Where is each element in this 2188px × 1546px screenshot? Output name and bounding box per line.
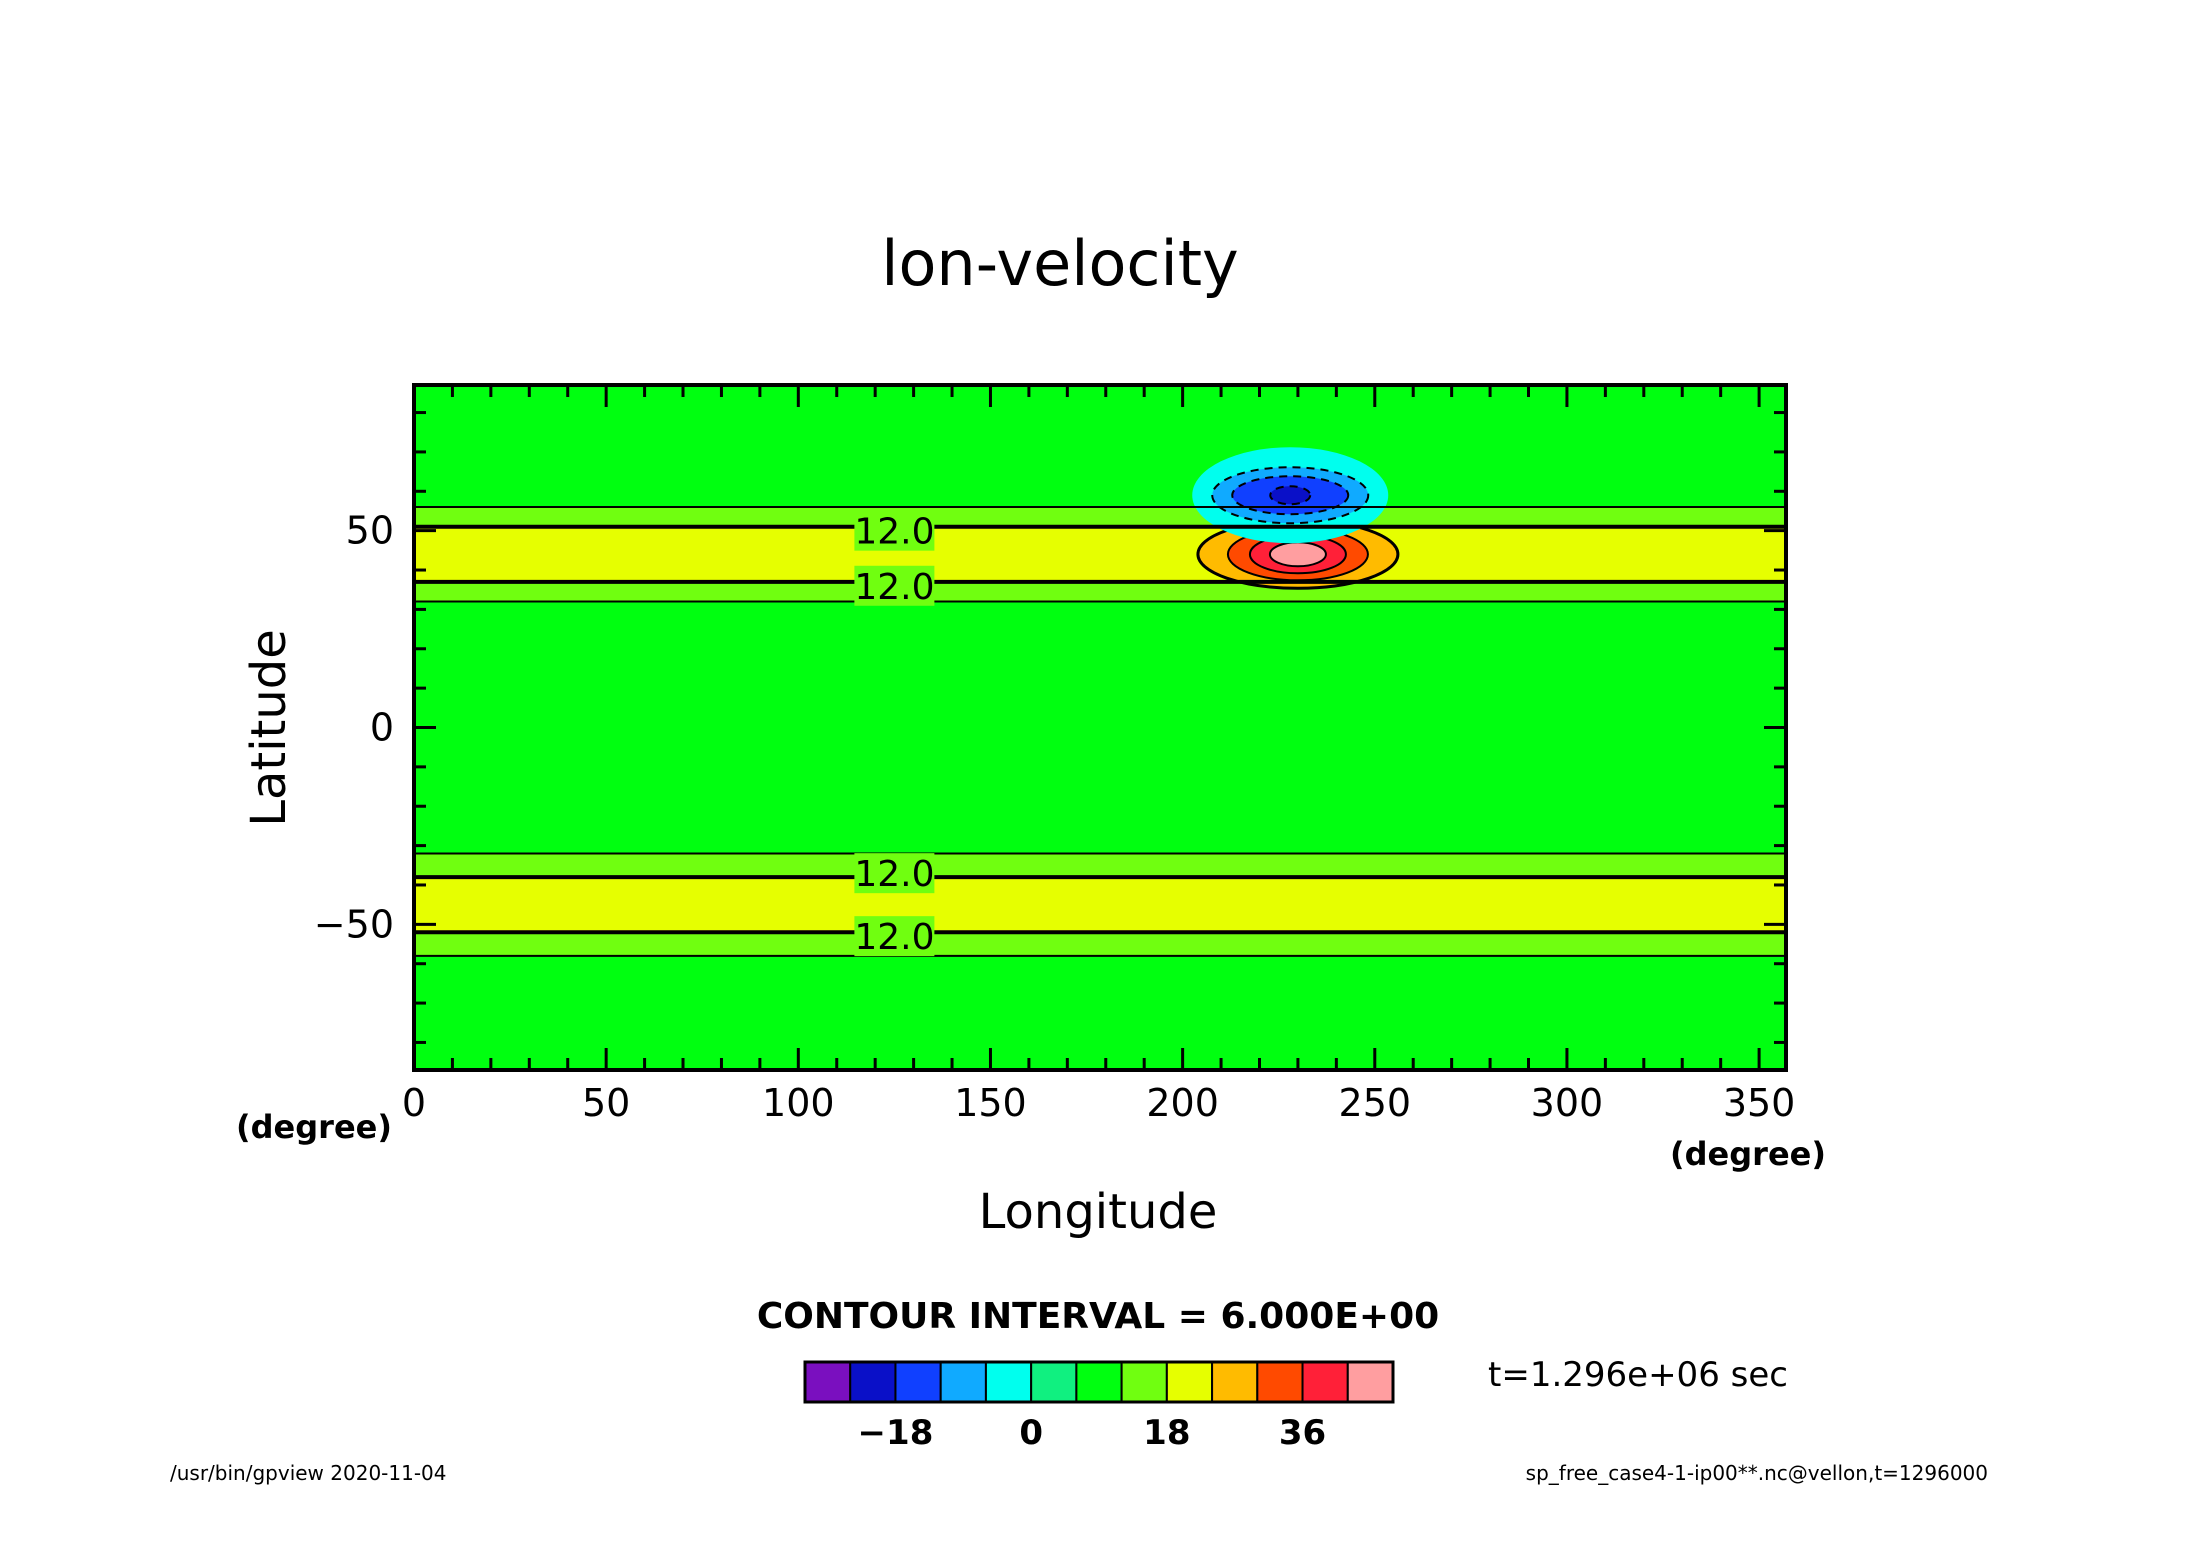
contour-interval: CONTOUR INTERVAL = 6.000E+00 xyxy=(757,1296,1439,1337)
colorbar-tick-label: 18 xyxy=(1143,1413,1190,1453)
field: 12.0 12.0 12.0 12.0 xyxy=(414,385,1786,1070)
colorbar-cell xyxy=(939,1361,987,1403)
footer-left: /usr/bin/gpview 2020-11-04 xyxy=(170,1461,447,1485)
contour-label: 12.0 xyxy=(854,854,934,895)
y-unit-label: (degree) xyxy=(236,1108,392,1146)
contour-label-bg xyxy=(854,510,935,551)
maximum-contour-3 xyxy=(1268,541,1327,568)
colorbar-cell xyxy=(1211,1361,1259,1403)
colorbar-cell xyxy=(1301,1361,1349,1403)
x-tick-label: 0 xyxy=(402,1081,426,1125)
colorbar-cell xyxy=(984,1361,1033,1403)
x-tick-label: 100 xyxy=(762,1081,835,1125)
y-axis: 50 0 −50 xyxy=(314,411,1786,1044)
x-tick-label: 300 xyxy=(1531,1081,1604,1125)
colorbar-tick-label: −18 xyxy=(858,1413,934,1453)
y-tick-label: 0 xyxy=(370,706,394,750)
y-tick-label: −50 xyxy=(314,902,394,946)
x-tick-label: 200 xyxy=(1146,1081,1219,1125)
colorbar-tick-label: 0 xyxy=(1019,1413,1043,1453)
x-tick-label: 350 xyxy=(1723,1081,1796,1125)
plot-area: 12.0 12.0 12.0 12.0 xyxy=(412,383,1788,1072)
field-band-1 xyxy=(414,507,1786,527)
colorbar-cell xyxy=(1346,1361,1395,1403)
colorbar-cell xyxy=(1120,1361,1168,1403)
field-band-7 xyxy=(414,932,1786,956)
colorbar-cell xyxy=(1165,1361,1214,1403)
colorbar-cell xyxy=(1030,1361,1078,1403)
x-tick-label: 150 xyxy=(954,1081,1027,1125)
field-band-2 xyxy=(414,526,1786,582)
field-band-4 xyxy=(414,601,1786,854)
field-band-6 xyxy=(414,877,1786,933)
x-tick-label: 250 xyxy=(1339,1081,1412,1125)
colorbar-cell xyxy=(1256,1361,1304,1403)
field-band-8 xyxy=(414,955,1786,1070)
x-axis-label: Longitude xyxy=(979,1184,1218,1240)
y-tick-label: 50 xyxy=(346,509,394,553)
x-unit-label: (degree) xyxy=(1670,1135,1826,1173)
colorbar: −18 0 18 36 xyxy=(803,1360,1395,1453)
contour-label-bg xyxy=(854,916,935,957)
colorbar-tick-label: 36 xyxy=(1279,1413,1326,1453)
field-band-5 xyxy=(414,853,1786,878)
contour-label: 12.0 xyxy=(854,567,934,608)
chart-title: lon-velocity xyxy=(881,227,1238,300)
time-label: t=1.296e+06 sec xyxy=(1488,1355,1788,1395)
field-band-3 xyxy=(414,581,1786,602)
colorbar-cell xyxy=(849,1361,897,1403)
field-band-0 xyxy=(414,385,1786,508)
colorbar-cell xyxy=(804,1361,852,1403)
footer-right: sp_free_case4-1-ip00**.nc@vellon,t=12960… xyxy=(1526,1461,1988,1485)
x-axis: 0 50 100 150 200 250 300 350 xyxy=(402,385,1795,1125)
colorbar-cell xyxy=(894,1361,942,1403)
minimum-contour-3 xyxy=(1269,485,1312,506)
contour-label-bg xyxy=(854,853,935,894)
contour-label: 12.0 xyxy=(854,917,934,958)
x-tick-label: 50 xyxy=(582,1081,630,1125)
contour-label: 12.0 xyxy=(854,512,934,553)
colorbar-frame xyxy=(803,1360,1395,1404)
colorbar-cell xyxy=(1075,1361,1123,1403)
contour-label-bg xyxy=(854,565,935,606)
y-axis-label: Latitude xyxy=(241,629,297,827)
